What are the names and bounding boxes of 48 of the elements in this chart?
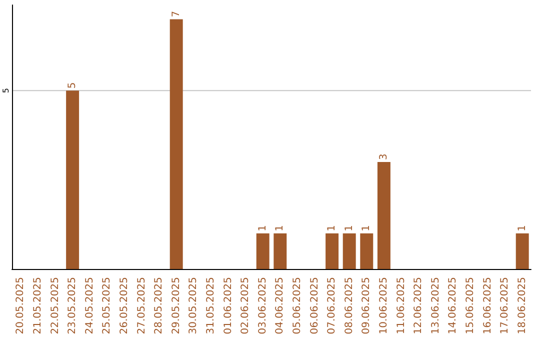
data-label: 5 (67, 82, 78, 89)
x-tick-label: 31.05.2025 (205, 277, 216, 334)
data-label: 1 (361, 224, 372, 232)
x-tick-label: 24.05.2025 (84, 277, 96, 334)
x-tick-label: 23.05.2025 (67, 277, 78, 334)
bar (360, 233, 374, 269)
x-tick-label: 01.06.2025 (222, 277, 234, 334)
x-tick-label: 13.06.2025 (430, 277, 442, 334)
x-tick-label: 22.05.2025 (50, 277, 61, 334)
data-label: 1 (516, 224, 528, 232)
bar (170, 19, 183, 269)
data-label: 1 (344, 224, 355, 232)
bar (342, 233, 356, 269)
x-tick-label: 28.05.2025 (154, 277, 165, 334)
x-tick-label: 10.06.2025 (378, 277, 390, 334)
x-tick-label: 11.06.2025 (396, 277, 407, 334)
x-tick-label: 15.06.2025 (464, 277, 476, 334)
data-label: 3 (378, 154, 390, 160)
bar (516, 233, 529, 269)
x-tick-label: 26.05.2025 (118, 277, 130, 334)
x-tick-label: 02.06.2025 (240, 277, 252, 334)
x-tick-label: 05.06.2025 (292, 277, 303, 334)
x-tick-label: 17.06.2025 (500, 277, 511, 334)
bar (274, 233, 287, 269)
x-tick-label: 12.06.2025 (413, 277, 424, 334)
data-label: 1 (326, 224, 338, 232)
data-label: 7 (170, 10, 182, 18)
data-label: 1 (274, 224, 286, 232)
bar (377, 162, 390, 269)
x-tick-label: 07.06.2025 (326, 277, 338, 334)
x-tick-label: 21.05.2025 (32, 277, 44, 334)
data-label: 1 (257, 224, 268, 232)
x-tick-label: 25.05.2025 (102, 277, 113, 334)
bar (66, 90, 80, 269)
x-tick-label: 03.06.2025 (257, 277, 268, 334)
x-tick-label: 30.05.2025 (188, 277, 200, 334)
x-tick-label: 18.06.2025 (516, 277, 528, 334)
bar (326, 233, 339, 269)
x-tick-label: 29.05.2025 (170, 277, 182, 334)
x-tick-label: 20.05.2025 (15, 277, 26, 334)
x-tick-label: 06.06.2025 (309, 277, 320, 334)
x-tick-label: 14.06.2025 (448, 277, 459, 334)
x-tick-label: 08.06.2025 (344, 277, 355, 334)
x-tick-label: 04.06.2025 (274, 277, 286, 334)
x-tick-label: 16.06.2025 (482, 277, 494, 334)
x-tick-label: 09.06.2025 (361, 277, 372, 334)
x-tick-label: 27.05.2025 (136, 277, 148, 334)
bar (256, 233, 270, 269)
